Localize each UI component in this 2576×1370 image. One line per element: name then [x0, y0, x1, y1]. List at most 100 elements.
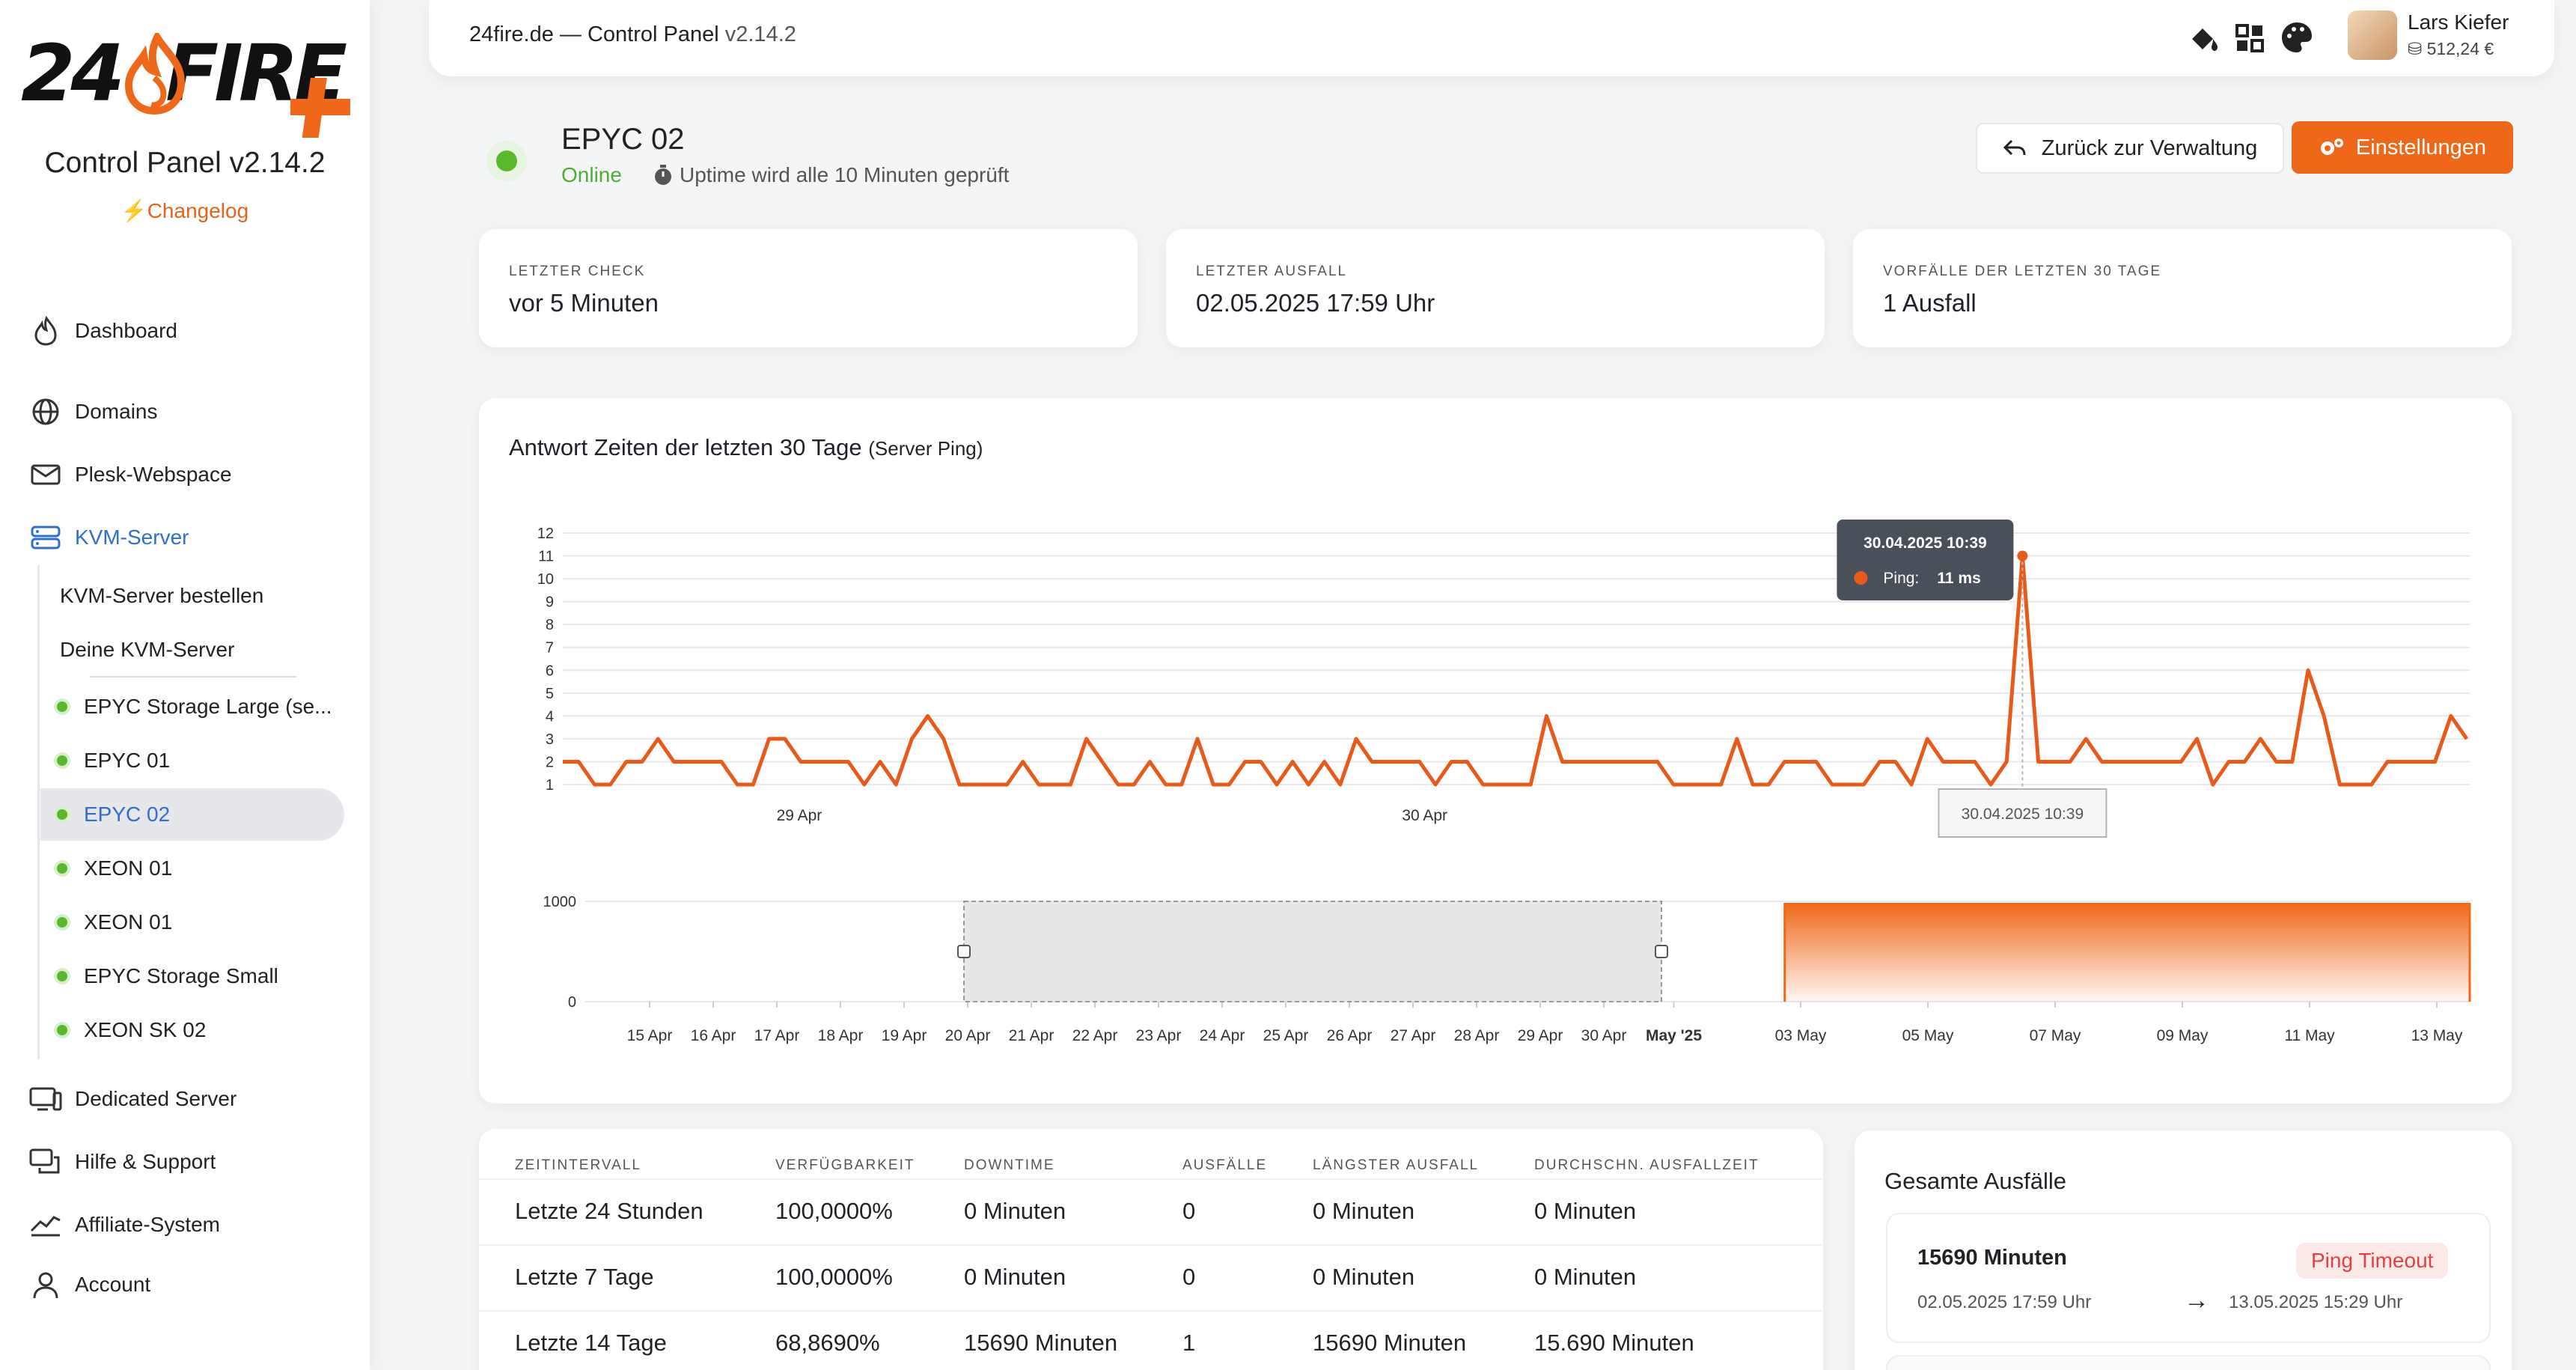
- arrow-right-icon: →: [2184, 1286, 2209, 1315]
- navigator-x-tick: 11 May: [2284, 1027, 2335, 1044]
- outage-duration: 15690 Minuten: [1917, 1246, 2067, 1270]
- sidebar-item-affiliate[interactable]: Affiliate-System: [27, 1202, 220, 1247]
- navigator-y-tick: 0: [568, 994, 576, 1011]
- navigator-x-tick: 07 May: [2030, 1027, 2081, 1044]
- logo[interactable]: 24 FIRE: [21, 28, 350, 138]
- table-cell: 0 Minuten: [1313, 1198, 1415, 1224]
- sidebar-item-help[interactable]: Hilfe & Support: [27, 1139, 216, 1184]
- table-header: Downtime: [964, 1157, 1055, 1173]
- navigator-x-tick: 26 Apr: [1327, 1027, 1373, 1044]
- chat-support-icon: [27, 1143, 64, 1181]
- navigator-x-tick: 20 Apr: [945, 1027, 991, 1044]
- outage-item-partial[interactable]: [1886, 1355, 2491, 1370]
- uptime-note: Uptime wird alle 10 Minuten geprüft: [653, 163, 1009, 187]
- table-cell: 68,8690%: [775, 1330, 880, 1356]
- tooltip-value: 11 ms: [1937, 570, 1980, 587]
- navigator-x-tick: 05 May: [1902, 1027, 1954, 1044]
- sidebar-server-item[interactable]: EPYC Storage Large (se...: [40, 681, 344, 733]
- outage-to: 13.05.2025 15:29 Uhr: [2229, 1292, 2403, 1312]
- server-label: XEON 01: [84, 910, 173, 934]
- table-cell: 15690 Minuten: [1313, 1330, 1467, 1356]
- palette-icon[interactable]: [2279, 19, 2315, 55]
- sidebar-label: Plesk-Webspace: [75, 463, 232, 486]
- total-outages-card: Gesamte Ausfälle 15690 Minuten Ping Time…: [1855, 1130, 2512, 1370]
- status-dot: [57, 1025, 67, 1035]
- globe-icon: [27, 393, 64, 430]
- y-tick-label: 6: [546, 663, 554, 679]
- availability-table: Zeitintervall Verfügbarkeit Downtime Aus…: [479, 1129, 1823, 1370]
- paint-bucket-icon[interactable]: [2186, 19, 2222, 55]
- grid-icon[interactable]: [2232, 19, 2268, 55]
- response-time-chart-card: Antwort Zeiten der letzten 30 Tage (Serv…: [479, 398, 2512, 1103]
- sidebar-item-dashboard[interactable]: Dashboard: [27, 308, 177, 353]
- table-cell: 0 Minuten: [1313, 1264, 1415, 1290]
- y-tick-label: 4: [546, 708, 554, 725]
- y-tick-label: 2: [546, 754, 554, 770]
- x-tick-label: 29 Apr: [777, 807, 822, 824]
- server-name: EPYC 02: [561, 123, 685, 156]
- status-dot: [57, 809, 67, 820]
- sidebar-label: Affiliate-System: [75, 1213, 220, 1236]
- sidebar-server-item[interactable]: XEON 01: [40, 896, 344, 949]
- sidebar-item-kvm-order[interactable]: KVM-Server bestellen: [60, 584, 264, 607]
- sidebar-item-kvm-yours[interactable]: Deine KVM-Server: [60, 638, 235, 661]
- table-header: Längster Ausfall: [1313, 1157, 1480, 1173]
- settings-button[interactable]: Einstellungen: [2292, 121, 2513, 174]
- navigator-x-tick: 09 May: [2157, 1027, 2209, 1044]
- server-status-text: Online: [561, 163, 622, 186]
- server-label: EPYC Storage Small: [84, 964, 278, 987]
- navigator-x-tick: 03 May: [1775, 1027, 1827, 1044]
- sidebar-server-item-active[interactable]: EPYC 02: [40, 788, 344, 841]
- user-name[interactable]: Lars Kiefer: [2408, 10, 2509, 34]
- table-header: Durchschn. Ausfallzeit: [1534, 1157, 1759, 1173]
- stat-value: vor 5 Minuten: [509, 289, 659, 317]
- status-dot: [57, 917, 67, 928]
- navigator-x-tick: 28 Apr: [1454, 1027, 1500, 1044]
- navigator-handle-left: [957, 945, 971, 958]
- user-icon: [27, 1266, 64, 1303]
- sidebar-server-item[interactable]: XEON 01: [40, 842, 344, 895]
- outage-item[interactable]: 15690 Minuten Ping Timeout 02.05.2025 17…: [1886, 1213, 2491, 1343]
- x-tooltip-box: [1938, 788, 2108, 838]
- table-cell: 1: [1182, 1330, 1196, 1356]
- table-cell: 0 Minuten: [964, 1198, 1066, 1224]
- mail-server-icon: [27, 456, 64, 493]
- sidebar-server-item[interactable]: EPYC Storage Small: [40, 950, 344, 1002]
- sidebar-label: Dashboard: [75, 319, 177, 342]
- table-cell: 100,0000%: [775, 1264, 893, 1290]
- sidebar-item-dedicated[interactable]: Dedicated Server: [27, 1077, 236, 1121]
- plus-icon: [290, 78, 350, 138]
- server-label: XEON 01: [84, 856, 173, 880]
- table-cell: 100,0000%: [775, 1198, 893, 1224]
- user-balance: ⛁ 512,24 €: [2408, 39, 2494, 58]
- sidebar-server-item[interactable]: XEON SK 02: [40, 1004, 344, 1056]
- sidebar-item-kvm[interactable]: KVM-Server: [27, 515, 189, 560]
- stopwatch-icon: [655, 165, 671, 185]
- navigator-x-tick: 23 Apr: [1136, 1027, 1182, 1044]
- changelog-label: Changelog: [147, 199, 249, 222]
- submenu-line: [37, 565, 40, 1059]
- flame-outline-icon: [27, 312, 64, 350]
- sidebar-label: Hilfe & Support: [75, 1150, 216, 1173]
- sidebar-item-domains[interactable]: Domains: [27, 389, 157, 434]
- sidebar-item-plesk[interactable]: Plesk-Webspace: [27, 452, 232, 497]
- avatar[interactable]: [2348, 10, 2397, 60]
- tooltip-box: [1837, 520, 2014, 600]
- sidebar-server-item[interactable]: EPYC 01: [40, 734, 344, 787]
- sidebar-item-account[interactable]: Account: [27, 1262, 150, 1307]
- sidebar-label: Dedicated Server: [75, 1087, 237, 1110]
- navigator-x-tick: 19 Apr: [882, 1027, 927, 1044]
- navigator-x-tick: 27 Apr: [1391, 1027, 1436, 1044]
- server-label: EPYC 01: [84, 749, 171, 772]
- table-header: Verfügbarkeit: [775, 1157, 915, 1173]
- tooltip-marker: [1854, 571, 1868, 585]
- table-cell: Letzte 7 Tage: [515, 1264, 654, 1290]
- y-tick-label: 9: [546, 594, 554, 611]
- stat-value: 1 Ausfall: [1883, 289, 1977, 317]
- navigator-x-tick: 24 Apr: [1200, 1027, 1245, 1044]
- server-status-indicator: [486, 141, 527, 181]
- changelog-link[interactable]: ⚡Changelog: [0, 198, 370, 223]
- back-to-management-button[interactable]: Zurück zur Verwaltung: [1976, 123, 2284, 174]
- navigator-handle-right: [1655, 945, 1668, 958]
